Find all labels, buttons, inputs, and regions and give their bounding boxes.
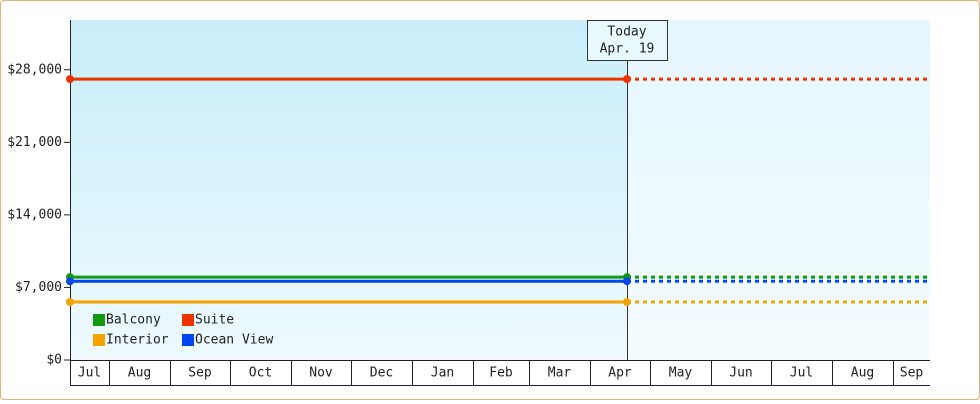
x-tick-label: Sep	[188, 366, 212, 381]
y-tick-label: $14,000	[7, 207, 62, 222]
x-tick-label: Jul	[790, 366, 813, 381]
point	[623, 75, 631, 84]
legend-swatch	[182, 334, 194, 346]
past-area	[70, 20, 627, 360]
future-area	[627, 20, 930, 360]
today-box	[587, 20, 668, 61]
point	[623, 297, 631, 306]
y-tick-label: $21,000	[7, 135, 62, 150]
x-tick-label: Jul	[78, 366, 101, 381]
x-tick-label: Apr	[608, 366, 632, 381]
legend-swatch	[93, 334, 105, 346]
legend-swatch	[93, 314, 105, 326]
legend-label: Ocean View	[195, 333, 273, 348]
today-date: Apr. 19	[600, 42, 655, 57]
x-tick-label: Jan	[431, 366, 454, 381]
y-tick-label: $0	[46, 353, 62, 368]
legend-label: Balcony	[106, 313, 161, 328]
point	[66, 277, 74, 286]
point	[623, 277, 631, 286]
x-tick-label: Aug	[851, 366, 874, 381]
x-tick-label: Aug	[128, 366, 151, 381]
legend-label: Interior	[106, 333, 169, 348]
today-label: Today	[607, 25, 646, 40]
x-tick-label: Feb	[489, 366, 513, 381]
x-tick-label: Dec	[370, 366, 393, 381]
point	[66, 75, 74, 84]
point	[66, 297, 74, 306]
x-tick-label: Nov	[309, 366, 333, 381]
legend-label: Suite	[195, 313, 234, 328]
y-tick-label: $7,000	[15, 280, 62, 295]
x-tick-label: Oct	[249, 366, 272, 381]
x-tick-label: Jun	[729, 366, 752, 381]
x-tick-label: May	[669, 366, 693, 381]
x-tick-label: Sep	[900, 366, 924, 381]
y-tick-label: $28,000	[7, 62, 62, 77]
x-tick-label: Mar	[548, 366, 572, 381]
legend-swatch	[182, 314, 194, 326]
